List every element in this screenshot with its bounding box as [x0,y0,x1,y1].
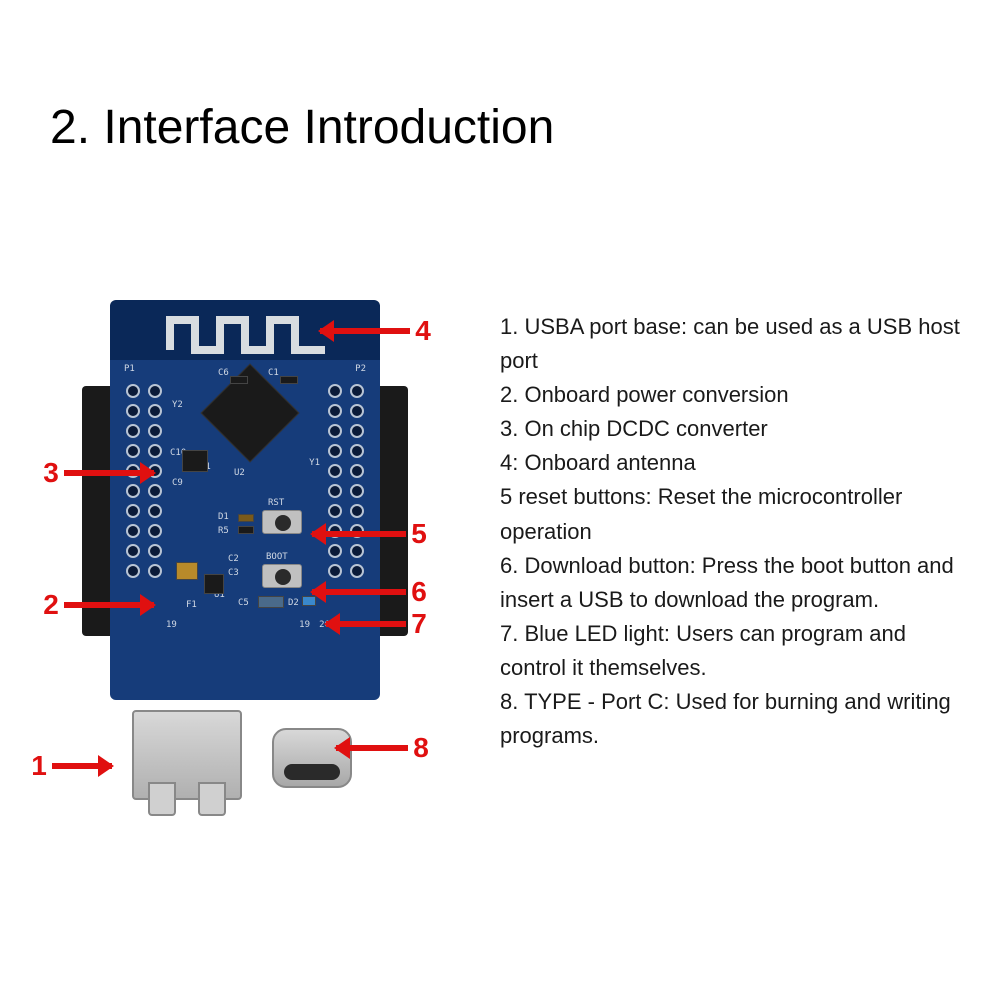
page-title: 2. Interface Introduction [50,100,554,155]
desc-item-5: 5 reset buttons: Reset the microcontroll… [500,480,960,548]
silkscreen-p1: P1 [124,364,135,374]
usb-a-port[interactable] [132,710,242,800]
antenna-trace-icon [165,310,335,355]
callout-1: 1 [26,750,112,782]
silkscreen-d2: D2 [288,598,299,608]
silkscreen-c1: C1 [268,368,279,378]
silkscreen-f1: F1 [186,600,197,610]
desc-item-7: 7. Blue LED light: Users can program and… [500,617,960,685]
silkscreen-19r: 19 [299,620,310,630]
silkscreen-c3: C3 [228,568,239,578]
silkscreen-p2: P2 [355,364,366,374]
desc-item-8: 8. TYPE - Port C: Used for burning and w… [500,685,960,753]
silkscreen-boot: BOOT [266,552,288,562]
reset-button[interactable] [262,510,302,534]
smd-r5 [238,526,254,534]
callout-3: 3 [38,457,154,489]
silkscreen-rst: RST [268,498,284,508]
smd-c5-cap [258,596,284,608]
callout-7: 7 [326,608,432,640]
smd-dcdc [182,450,208,472]
silkscreen-r5: R5 [218,526,229,536]
description-list: 1. USBA port base: can be used as a USB … [500,310,960,753]
callout-4: 4 [320,315,436,347]
smd-c1 [280,376,298,384]
callout-2: 2 [38,589,154,621]
desc-item-4: 4: Onboard antenna [500,446,960,480]
silkscreen-19l: 19 [166,620,177,630]
silkscreen-c5: C5 [238,598,249,608]
desc-item-2: 2. Onboard power conversion [500,378,960,412]
silkscreen-c6: C6 [218,368,229,378]
smd-u1 [204,574,224,594]
board-diagram: P1 P2 C6 C1 Y2 C10 L1 U2 C9 Y1 D1 R5 RST… [0,260,480,860]
boot-button[interactable] [262,564,302,588]
smd-c6 [230,376,248,384]
silkscreen-y2: Y2 [172,400,183,410]
silkscreen-c2: C2 [228,554,239,564]
silkscreen-d1: D1 [218,512,229,522]
desc-item-1: 1. USBA port base: can be used as a USB … [500,310,960,378]
desc-item-6: 6. Download button: Press the boot butto… [500,549,960,617]
callout-8: 8 [336,732,434,764]
callout-5: 5 [312,518,432,550]
smd-d1 [238,514,254,522]
smd-power1 [176,562,198,580]
silkscreen-y1: Y1 [309,458,320,468]
callout-6: 6 [312,576,432,608]
silkscreen-u2: U2 [234,468,245,478]
silkscreen-c9: C9 [172,478,183,488]
desc-item-3: 3. On chip DCDC converter [500,412,960,446]
